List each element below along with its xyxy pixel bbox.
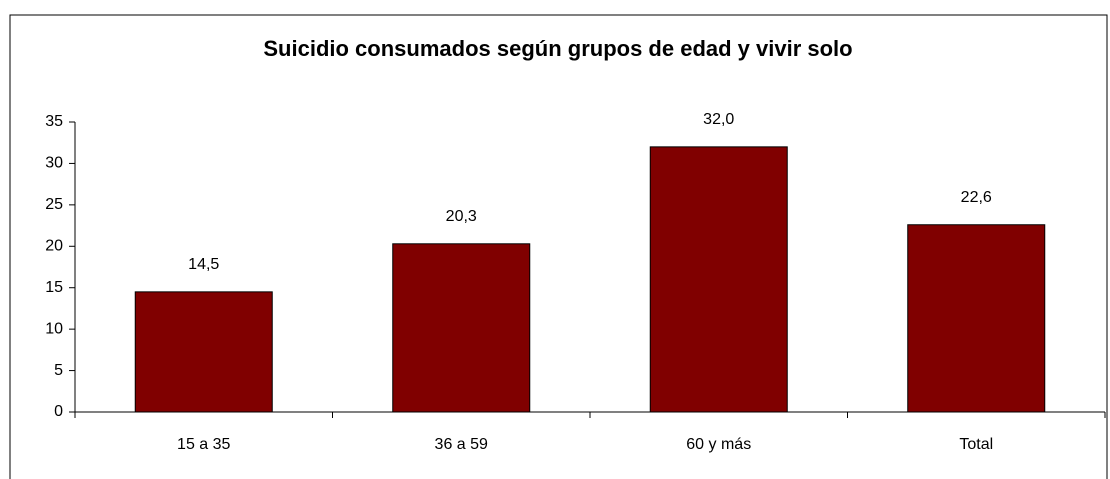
bar <box>907 224 1046 413</box>
x-tick-label: Total <box>959 436 993 453</box>
value-label: 22,6 <box>961 189 992 206</box>
y-tick-label: 10 <box>45 320 63 337</box>
y-tick-label: 0 <box>54 403 63 420</box>
y-tick-label: 25 <box>45 196 63 213</box>
bar <box>134 291 273 413</box>
y-tick-label: 35 <box>45 113 63 130</box>
x-tick-label: 60 y más <box>686 436 751 453</box>
y-tick-label: 15 <box>45 279 63 296</box>
value-label: 14,5 <box>188 256 219 273</box>
value-label: 32,0 <box>703 111 734 128</box>
y-tick-label: 30 <box>45 155 63 172</box>
y-tick-label: 5 <box>54 362 63 379</box>
bar <box>649 146 788 413</box>
chart-title: Suicidio consumados según grupos de edad… <box>263 36 852 61</box>
value-label: 20,3 <box>446 208 477 225</box>
bar <box>392 243 531 413</box>
x-tick-label: 36 a 59 <box>435 436 488 453</box>
y-tick-label: 20 <box>45 238 63 255</box>
x-tick-label: 15 a 35 <box>177 436 230 453</box>
